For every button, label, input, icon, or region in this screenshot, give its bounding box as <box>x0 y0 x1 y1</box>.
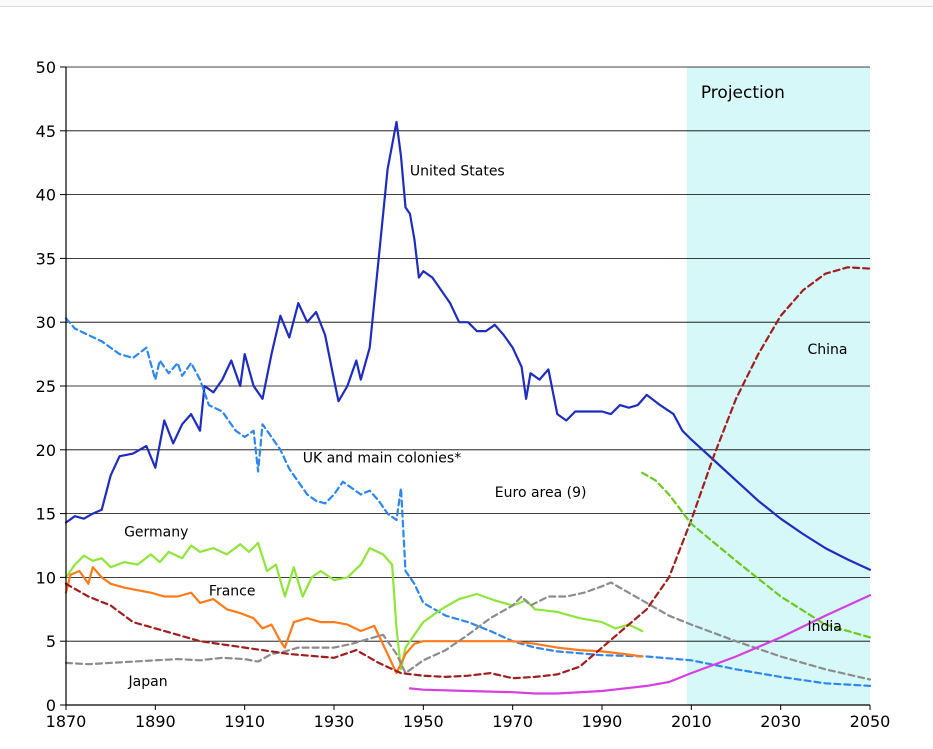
y-tick-label: 50 <box>36 58 56 77</box>
y-tick-label: 30 <box>36 313 56 332</box>
y-tick-label: 40 <box>36 186 56 205</box>
series-label-1: UK and main colonies* <box>303 451 461 467</box>
series-label-4: Japan <box>128 674 168 690</box>
series-label-3: France <box>209 583 256 599</box>
y-tick-label: 10 <box>36 568 56 587</box>
series-label-0: United States <box>410 163 505 179</box>
x-tick-label: 2050 <box>850 712 891 731</box>
series-label-5: China <box>807 342 847 358</box>
x-tick-label: 1930 <box>314 712 355 731</box>
x-tick-label: 1950 <box>403 712 444 731</box>
x-tick-label: 2030 <box>760 712 801 731</box>
y-tick-label: 35 <box>36 249 56 268</box>
series-label-2: Germany <box>124 525 188 541</box>
y-tick-label: 45 <box>36 122 56 141</box>
series-line-5 <box>64 266 872 680</box>
x-tick-label: 1910 <box>224 712 265 731</box>
x-tick-label: 1870 <box>46 712 87 731</box>
axes: 0 5 10 15 20 25 30 35 40 45 50 1870 1890 1910 1930 1950… <box>36 58 891 731</box>
y-tick-label: 5 <box>46 632 56 651</box>
series-line-3 <box>64 566 644 675</box>
gridlines <box>66 66 870 642</box>
series-labels: United States UK and main colonies* German… <box>124 163 847 689</box>
x-tick-label: 1990 <box>582 712 623 731</box>
series-line-7 <box>408 594 872 695</box>
series-line-4 <box>64 581 872 681</box>
series-line-1 <box>64 317 872 687</box>
top-border <box>0 0 933 7</box>
series-label-7: India <box>807 619 841 635</box>
series-line-2 <box>64 541 644 671</box>
series-label-6: Euro area (9) <box>495 485 587 501</box>
y-tick-label: 15 <box>36 505 56 524</box>
x-tick-label: 1890 <box>135 712 176 731</box>
y-tick-label: 25 <box>36 377 56 396</box>
series-lines <box>64 120 872 695</box>
y-tick-label: 0 <box>46 696 56 715</box>
projection-label: Projection <box>701 83 785 103</box>
y-tick-label: 20 <box>36 441 56 460</box>
x-tick-label: 1970 <box>492 712 533 731</box>
series-line-0 <box>64 120 872 571</box>
x-tick-label: 2010 <box>671 712 712 731</box>
